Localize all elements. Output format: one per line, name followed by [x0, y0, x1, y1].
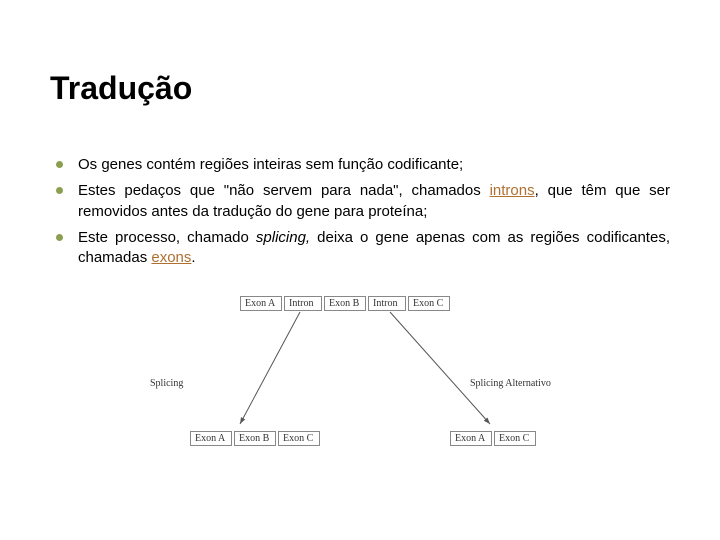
highlight-term: exons — [151, 249, 191, 266]
diagram-box: Exon C — [278, 431, 320, 446]
list-item: Este processo, chamado splicing, deixa o… — [50, 228, 670, 269]
bullet-icon — [56, 234, 63, 241]
bullet-text-pre: Estes pedaços que "não servem para nada"… — [78, 182, 490, 199]
diagram-box: Exon C — [408, 296, 450, 311]
diagram-box: Exon A — [450, 431, 492, 446]
highlight-term: introns — [490, 182, 535, 199]
bullet-icon — [56, 161, 63, 168]
diagram-box: Exon B — [234, 431, 276, 446]
bullet-text: Os genes contém regiões inteiras sem fun… — [78, 156, 463, 173]
diagram-box: Exon A — [240, 296, 282, 311]
slide: Tradução Os genes contém regiões inteira… — [0, 0, 720, 540]
diagram-label: Splicing — [150, 378, 183, 389]
bullet-icon — [56, 187, 63, 194]
bullet-text-post: . — [191, 249, 195, 266]
diagram-box: Intron — [368, 296, 406, 311]
bullet-text-pre: Este processo, chamado — [78, 229, 256, 246]
slide-title: Tradução — [50, 70, 670, 107]
emphasis-term: splicing, — [256, 229, 310, 246]
diagram-box: Exon A — [190, 431, 232, 446]
splicing-diagram: Exon AIntronExon BIntronExon CExon AExon… — [140, 296, 580, 466]
diagram-label: Splicing Alternativo — [470, 378, 551, 389]
diagram-box: Intron — [284, 296, 322, 311]
diagram-box: Exon B — [324, 296, 366, 311]
diagram-box: Exon C — [494, 431, 536, 446]
list-item: Estes pedaços que "não servem para nada"… — [50, 181, 670, 222]
list-item: Os genes contém regiões inteiras sem fun… — [50, 155, 670, 175]
bullet-list: Os genes contém regiões inteiras sem fun… — [50, 155, 670, 268]
